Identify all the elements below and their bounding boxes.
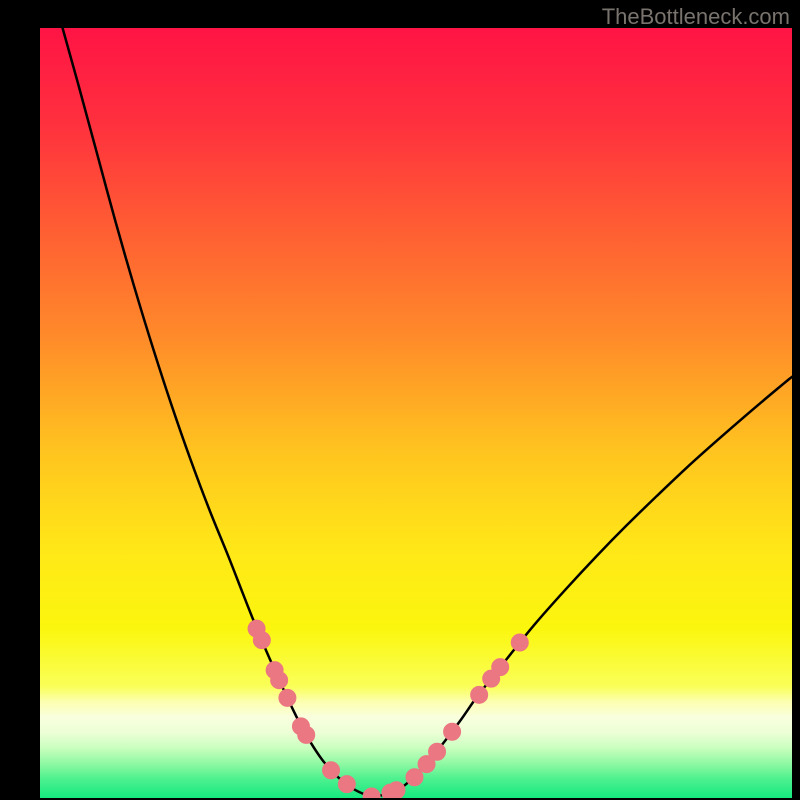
curve-marker	[271, 672, 288, 689]
chart-background	[40, 28, 792, 798]
curve-marker	[338, 776, 355, 793]
chart-container: TheBottleneck.com	[0, 0, 800, 800]
bottleneck-curve-chart	[40, 28, 792, 798]
curve-marker	[471, 686, 488, 703]
curve-marker	[444, 723, 461, 740]
curve-marker	[323, 762, 340, 779]
curve-marker	[492, 659, 509, 676]
curve-marker	[253, 632, 270, 649]
curve-marker	[511, 634, 528, 651]
curve-marker	[298, 726, 315, 743]
curve-marker	[388, 782, 405, 798]
curve-marker	[406, 769, 423, 786]
watermark-label: TheBottleneck.com	[602, 4, 790, 30]
curve-marker	[279, 689, 296, 706]
curve-marker	[429, 743, 446, 760]
